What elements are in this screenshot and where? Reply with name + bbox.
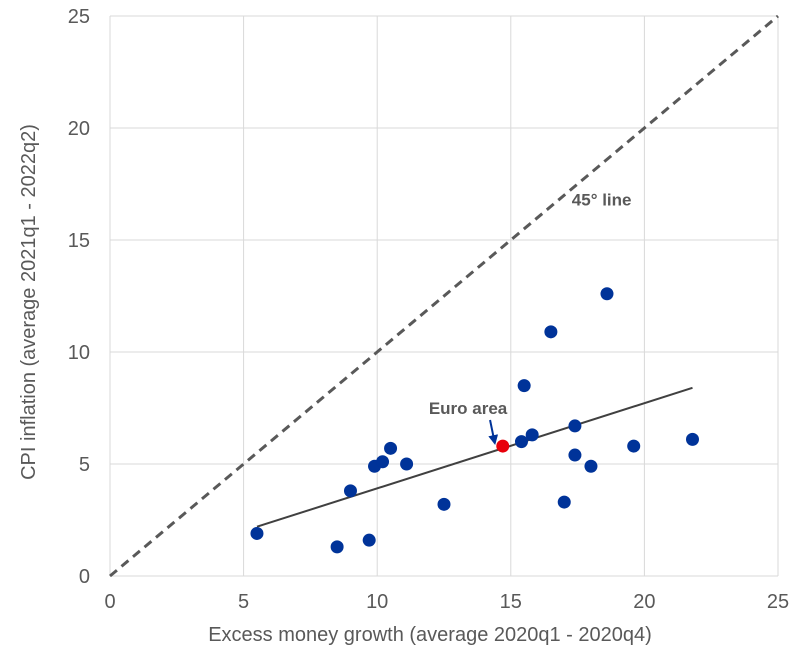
data-point: [584, 459, 598, 473]
data-point: [330, 540, 344, 554]
data-point: [627, 439, 641, 453]
data-point: [568, 419, 582, 433]
data-point: [343, 484, 357, 498]
data-point: [525, 428, 539, 442]
data-point: [517, 379, 531, 393]
reference-line-label: 45° line: [572, 191, 632, 210]
data-point: [362, 533, 376, 547]
y-tick-label: 25: [68, 6, 90, 28]
y-tick-label: 10: [68, 342, 90, 364]
euro-area-arrow: [488, 419, 499, 446]
data-point-euro-area: [496, 439, 510, 453]
data-point: [400, 457, 414, 471]
data-point: [250, 526, 264, 540]
y-tick-label: 5: [79, 454, 90, 476]
y-tick-label: 15: [68, 230, 90, 252]
data-point: [437, 497, 451, 511]
x-axis-title: Excess money growth (average 2020q1 - 20…: [208, 624, 652, 646]
reference-line-45deg: [109, 14, 779, 578]
x-tick-label: 5: [238, 591, 249, 613]
data-point: [600, 287, 614, 301]
x-tick-label: 10: [366, 591, 388, 613]
x-tick-label: 15: [500, 591, 522, 613]
x-tick-label: 25: [767, 591, 789, 613]
trendline: [256, 386, 693, 528]
euro-area-annotation: Euro area: [429, 399, 508, 418]
data-point: [685, 432, 699, 446]
data-point: [384, 441, 398, 455]
x-tick-label: 0: [104, 591, 115, 613]
data-point: [544, 325, 558, 339]
y-tick-label: 0: [79, 566, 90, 588]
y-tick-label: 20: [68, 118, 90, 140]
x-tick-label: 20: [633, 591, 655, 613]
data-point: [557, 495, 571, 509]
data-point: [514, 435, 528, 449]
y-axis-title: CPI inflation (average 2021q1 - 2022q2): [18, 124, 40, 480]
data-point: [376, 455, 390, 469]
data-point: [568, 448, 582, 462]
